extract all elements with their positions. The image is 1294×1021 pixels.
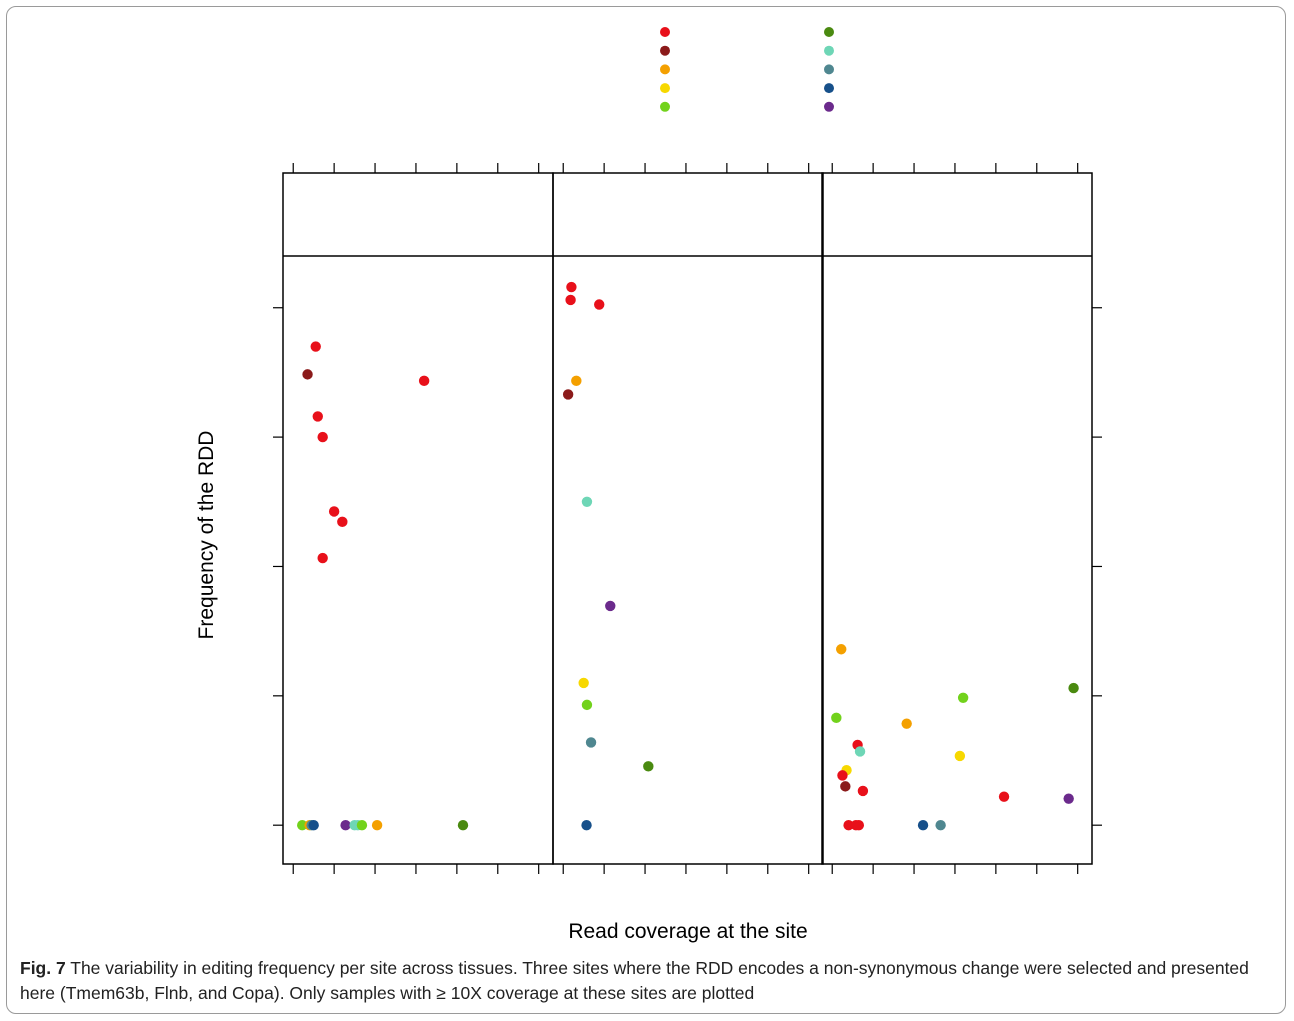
data-point-kidney — [578, 677, 589, 689]
panel-flnb — [552, 172, 824, 865]
panels — [282, 172, 1093, 865]
caption-label: Fig. 7 — [20, 958, 66, 978]
data-point-brain — [317, 431, 328, 443]
panel-tmem63b — [282, 172, 554, 865]
data-point-cerebellum — [302, 369, 313, 380]
data-point-liver — [831, 712, 842, 724]
data-point-kidney — [954, 750, 966, 762]
data-point-brain — [312, 411, 323, 422]
data-point-thymus — [340, 819, 351, 831]
figure-frame — [6, 6, 1286, 1014]
y-axis — [273, 307, 1102, 826]
data-point-brain — [594, 299, 605, 310]
data-point-brain — [837, 770, 848, 781]
x-axis-label: Read coverage at the site — [568, 920, 807, 943]
data-point-thymus — [1063, 793, 1074, 804]
legend-marker-liver — [660, 101, 670, 112]
data-point-testis — [308, 819, 319, 831]
top-x-axis — [292, 163, 1079, 173]
data-point-brain — [418, 375, 430, 387]
data-point-skin — [581, 496, 593, 507]
legend-marker-cerebellum — [660, 45, 670, 56]
legend-marker-kidney — [660, 83, 670, 94]
y-axis-label: Frequency of the RDD — [195, 431, 218, 640]
legend-marker-heart — [660, 64, 670, 75]
data-point-brain — [998, 791, 1010, 802]
panel-copa — [821, 172, 1093, 865]
panel-border — [552, 172, 824, 865]
caption-text: The variability in editing frequency per… — [20, 958, 1249, 1003]
data-point-brain — [310, 341, 321, 352]
data-point-brain — [857, 785, 869, 797]
bottom-x-axis — [292, 864, 1079, 874]
data-point-liver — [356, 819, 368, 831]
legend-marker-lung — [824, 27, 834, 37]
data-point-cerebellum — [562, 389, 574, 400]
data-point-lung — [643, 761, 654, 772]
data-point-brain — [317, 552, 328, 564]
data-point-cerebellum — [840, 781, 851, 792]
data-point-brain — [853, 819, 865, 831]
data-point-liver — [957, 692, 969, 703]
figure-caption: Fig. 7 The variability in editing freque… — [20, 956, 1274, 1006]
data-point-heart — [901, 718, 912, 729]
panel-border — [821, 172, 1093, 865]
data-point-lung — [1068, 682, 1079, 694]
data-point-testis — [581, 819, 592, 831]
data-point-testis — [917, 819, 929, 831]
data-point-brain — [337, 516, 348, 528]
legend-marker-spleen — [824, 64, 834, 75]
legend-marker-testis — [824, 83, 834, 94]
data-point-skin — [854, 746, 866, 757]
data-point-brain — [565, 294, 576, 306]
legend-marker-skin — [824, 45, 834, 56]
data-point-heart — [371, 819, 383, 831]
data-point-brain — [328, 506, 340, 517]
legend — [660, 27, 834, 112]
data-point-heart — [836, 644, 847, 655]
data-point-liver — [581, 699, 593, 711]
legend-marker-brain — [660, 27, 670, 37]
data-point-liver — [297, 819, 308, 831]
data-point-lung — [457, 819, 469, 831]
data-point-heart — [571, 375, 582, 387]
data-point-thymus — [605, 600, 616, 612]
data-point-spleen — [585, 737, 597, 748]
data-point-brain — [566, 281, 577, 293]
legend-marker-thymus — [824, 101, 834, 112]
data-point-brain — [843, 819, 854, 831]
data-point-spleen — [935, 819, 946, 831]
panel-border — [282, 172, 554, 865]
